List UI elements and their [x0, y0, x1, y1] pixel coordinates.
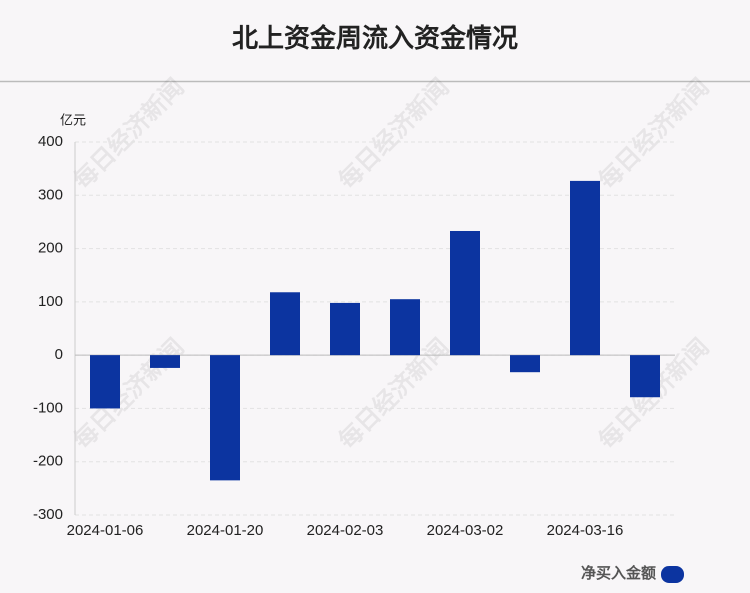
x-tick-label: 2024-03-02	[427, 522, 504, 539]
y-tick-label: 400	[38, 133, 63, 150]
y-tick-label: -100	[33, 399, 63, 416]
x-tick-label: 2024-01-20	[187, 522, 264, 539]
watermarks: 每日经济新闻每日经济新闻每日经济新闻每日经济新闻每日经济新闻每日经济新闻	[68, 73, 715, 455]
x-tick-label: 2024-02-03	[307, 522, 384, 539]
bar	[450, 230, 480, 356]
chart-title: 北上资金周流入资金情况	[232, 23, 518, 53]
x-tick-label: 2024-03-16	[547, 522, 624, 539]
watermark: 每日经济新闻	[593, 73, 715, 195]
bar	[90, 355, 120, 409]
bar	[510, 355, 540, 373]
bar	[630, 355, 660, 398]
watermark: 每日经济新闻	[333, 73, 455, 195]
y-tick-label: 100	[38, 293, 63, 310]
bar	[270, 292, 300, 356]
y-tick-label: -300	[33, 506, 63, 523]
legend-label: 净买入金额	[581, 564, 656, 582]
y-tick-label: 0	[55, 346, 63, 363]
watermark: 每日经济新闻	[68, 333, 190, 455]
x-tick-label: 2024-01-06	[67, 522, 144, 539]
bar	[150, 355, 180, 368]
bar	[390, 299, 420, 356]
y-tick-label: -200	[33, 453, 63, 470]
bar	[330, 302, 360, 356]
y-tick-label: 200	[38, 240, 63, 257]
bar	[210, 355, 240, 481]
y-unit: 亿元	[60, 112, 86, 127]
bar	[570, 180, 600, 356]
legend-swatch	[661, 566, 684, 583]
watermark: 每日经济新闻	[68, 73, 190, 195]
y-tick-label: 300	[38, 186, 63, 203]
